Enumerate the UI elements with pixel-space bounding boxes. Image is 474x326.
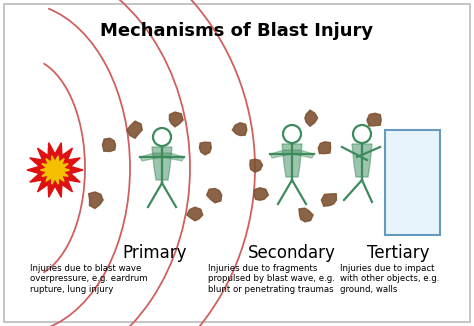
Polygon shape	[89, 192, 103, 208]
Polygon shape	[367, 113, 381, 126]
Polygon shape	[200, 142, 211, 155]
Polygon shape	[27, 143, 83, 197]
Text: Injuries due to fragments
propulsed by blast wave, e.g.
blunt or penetrating tra: Injuries due to fragments propulsed by b…	[208, 264, 335, 294]
Polygon shape	[250, 159, 263, 172]
Polygon shape	[127, 121, 142, 138]
Polygon shape	[391, 193, 403, 206]
Polygon shape	[321, 194, 337, 206]
Polygon shape	[299, 208, 313, 222]
Text: Injuries due to blast wave
overpressure, e.g. eardrum
rupture, lung injury: Injuries due to blast wave overpressure,…	[30, 264, 147, 294]
Polygon shape	[282, 144, 302, 177]
Polygon shape	[169, 112, 183, 127]
Polygon shape	[352, 144, 372, 177]
Text: Secondary: Secondary	[248, 244, 336, 262]
Polygon shape	[187, 207, 203, 221]
Polygon shape	[318, 142, 331, 154]
Polygon shape	[270, 150, 314, 158]
Bar	[385, 130, 440, 235]
Polygon shape	[140, 153, 184, 161]
Polygon shape	[254, 188, 268, 200]
Text: Tertiary: Tertiary	[367, 244, 429, 262]
Polygon shape	[207, 188, 222, 203]
Text: Primary: Primary	[123, 244, 187, 262]
Polygon shape	[102, 138, 116, 152]
Polygon shape	[40, 156, 70, 184]
Polygon shape	[390, 139, 402, 150]
Polygon shape	[152, 147, 172, 180]
Text: Mechanisms of Blast Injury: Mechanisms of Blast Injury	[100, 22, 374, 40]
Polygon shape	[305, 110, 318, 126]
Polygon shape	[232, 123, 247, 136]
Text: Injuries due to impact
with other objects, e.g.
ground, walls: Injuries due to impact with other object…	[340, 264, 439, 294]
